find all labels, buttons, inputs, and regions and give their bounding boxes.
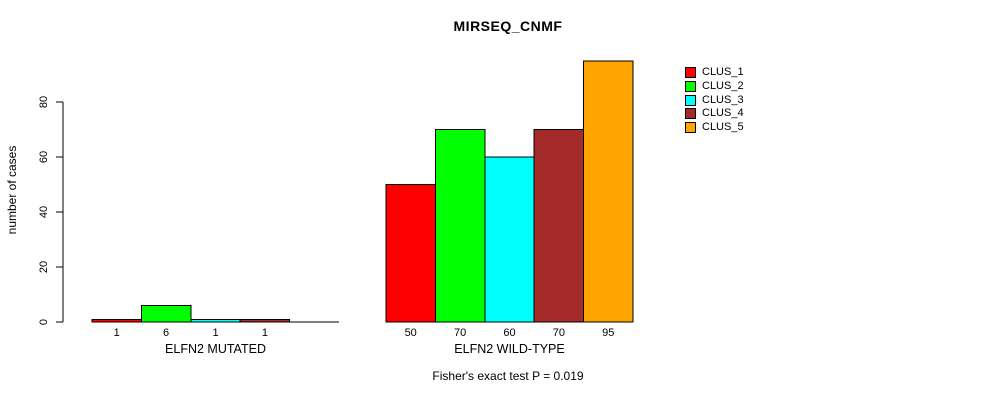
legend: CLUS_1 CLUS_2 CLUS_3 CLUS_4 CLUS_5 — [685, 66, 744, 134]
bar-clus_3 — [190, 318, 241, 323]
legend-swatch-icon — [685, 122, 696, 134]
y-tick-label: 0 — [38, 319, 50, 325]
legend-swatch-icon — [685, 94, 696, 106]
bar-clus_4 — [533, 129, 585, 323]
legend-label: CLUS_1 — [702, 66, 744, 79]
y-tick-label: 80 — [38, 96, 50, 108]
y-tick-label: 40 — [38, 206, 50, 218]
bar-value-label: 70 — [454, 327, 466, 339]
legend-label: CLUS_4 — [702, 107, 744, 120]
legend-swatch-icon — [685, 81, 696, 93]
bar-clus_1 — [91, 318, 142, 323]
y-tick-label: 60 — [38, 151, 50, 163]
y-tick-label: 20 — [38, 261, 50, 273]
bar-clus_1 — [385, 184, 436, 323]
legend-item: CLUS_2 — [685, 80, 744, 94]
bar-clus_2 — [140, 305, 192, 323]
legend-label: CLUS_3 — [702, 93, 744, 106]
chart-title: MIRSEQ_CNMF — [453, 18, 563, 34]
bar-value-label: 1 — [262, 327, 268, 339]
bar-value-label: 60 — [503, 327, 515, 339]
legend-swatch-icon — [685, 108, 696, 120]
bar-value-label: 50 — [405, 327, 417, 339]
legend-item: CLUS_4 — [685, 107, 744, 121]
bar-clus_3 — [484, 156, 535, 323]
bar-value-label: 70 — [553, 327, 565, 339]
bar-clus_4 — [239, 318, 291, 323]
bar-value-label: 1 — [114, 327, 120, 339]
bar-value-label: 6 — [163, 327, 169, 339]
legend-swatch-icon — [685, 67, 696, 79]
legend-item: CLUS_3 — [685, 93, 744, 107]
legend-item: CLUS_1 — [685, 66, 744, 80]
fisher-test-annotation: Fisher's exact test P = 0.019 — [432, 369, 584, 383]
legend-label: CLUS_5 — [702, 121, 744, 134]
bar-value-label: 1 — [212, 327, 218, 339]
group-label: ELFN2 WILD-TYPE — [454, 342, 564, 356]
bar-value-label: 95 — [602, 327, 614, 339]
bar-clus_2 — [434, 129, 486, 323]
legend-item: CLUS_5 — [685, 121, 744, 135]
group-label: ELFN2 MUTATED — [165, 342, 266, 356]
legend-label: CLUS_2 — [702, 80, 744, 93]
bar-clus_5 — [583, 60, 634, 323]
